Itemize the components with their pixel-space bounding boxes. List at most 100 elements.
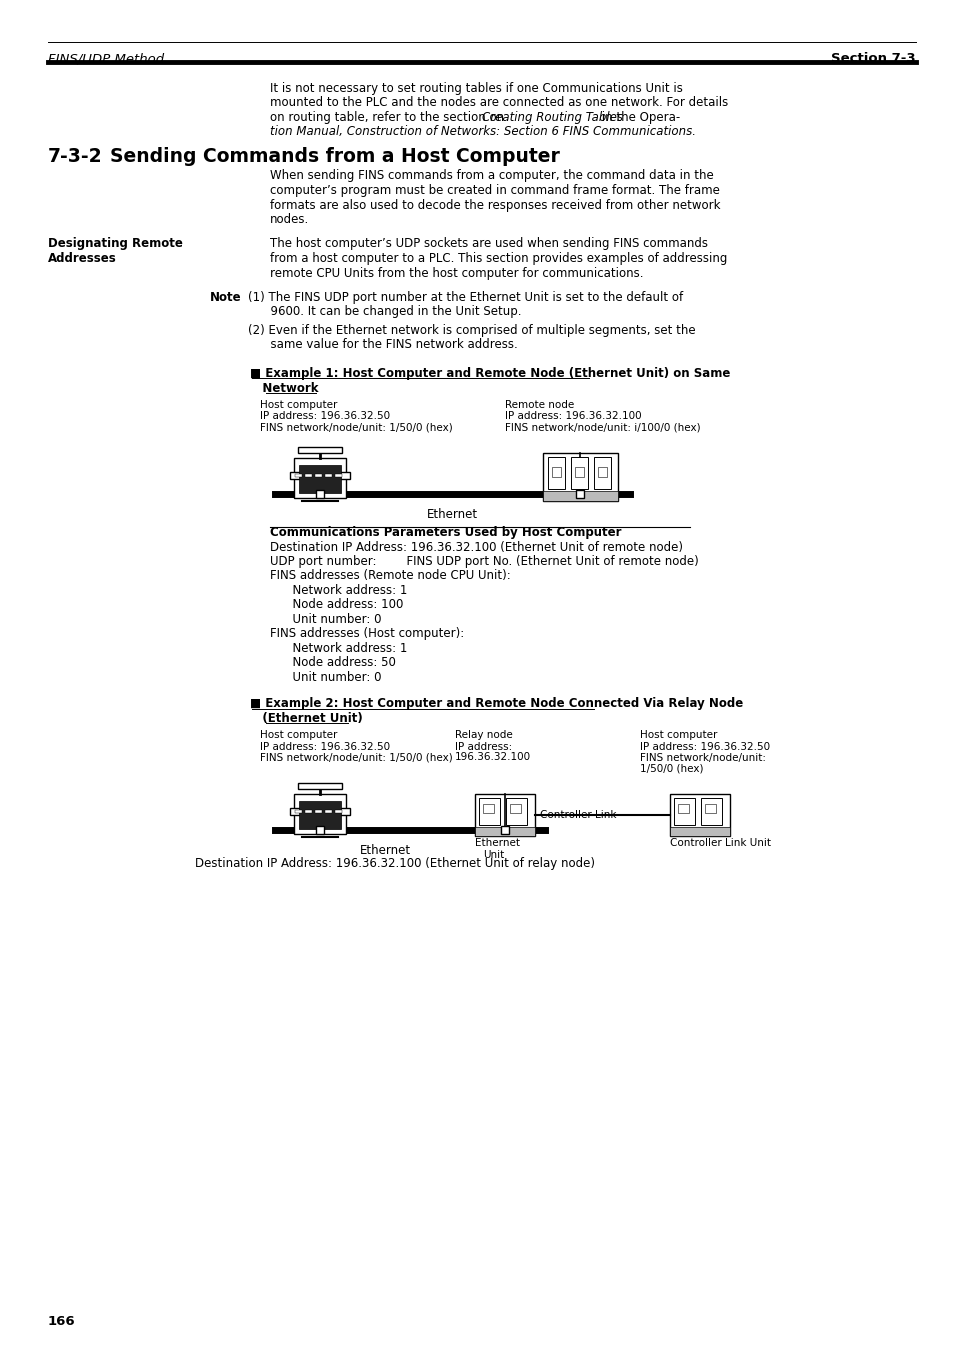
Text: same value for the FINS network address.: same value for the FINS network address. (248, 339, 517, 351)
Text: Ethernet: Ethernet (475, 839, 519, 848)
Bar (294, 458, 346, 499)
Text: FINS/UDP Method: FINS/UDP Method (48, 51, 164, 65)
Bar (542, 453, 618, 501)
Text: Network address: 1: Network address: 1 (270, 642, 407, 655)
Bar (294, 809, 302, 812)
Bar (315, 490, 324, 499)
Bar (298, 801, 340, 828)
Text: Unit number: 0: Unit number: 0 (270, 671, 381, 684)
Text: IP address: 196.36.32.100: IP address: 196.36.32.100 (504, 411, 641, 422)
Bar (305, 809, 312, 812)
Bar (669, 827, 729, 835)
Bar (297, 447, 341, 453)
Bar (297, 782, 341, 789)
Bar (482, 804, 494, 812)
Text: Communications Parameters Used by Host Computer: Communications Parameters Used by Host C… (270, 526, 620, 539)
Text: mounted to the PLC and the nodes are connected as one network. For details: mounted to the PLC and the nodes are con… (270, 96, 727, 109)
Bar (305, 474, 312, 477)
Text: 196.36.32.100: 196.36.32.100 (455, 753, 531, 762)
Bar (335, 474, 341, 477)
Text: Ethernet: Ethernet (359, 843, 411, 857)
Text: Remote node: Remote node (504, 400, 574, 409)
Text: Destination IP Address: 196.36.32.100 (Ethernet Unit of relay node): Destination IP Address: 196.36.32.100 (E… (194, 858, 595, 870)
Text: Host computer: Host computer (639, 731, 717, 740)
Text: Host computer: Host computer (260, 731, 337, 740)
Text: computer’s program must be created in command frame format. The frame: computer’s program must be created in co… (270, 184, 720, 197)
Text: on routing table, refer to the section on: on routing table, refer to the section o… (270, 111, 507, 124)
Text: FINS network/node/unit:: FINS network/node/unit: (639, 753, 765, 762)
Bar (315, 825, 324, 834)
Bar (325, 809, 332, 812)
Bar (475, 827, 535, 835)
Text: FINS addresses (Host computer):: FINS addresses (Host computer): (270, 627, 464, 640)
Bar (547, 457, 564, 489)
Bar (598, 467, 606, 477)
Bar (294, 474, 302, 477)
Text: Network address: 1: Network address: 1 (270, 584, 407, 597)
Text: Unit number: 0: Unit number: 0 (270, 613, 381, 626)
Text: Ethernet: Ethernet (426, 508, 477, 521)
Text: When sending FINS commands from a computer, the command data in the: When sending FINS commands from a comput… (270, 169, 713, 182)
Text: 1/50/0 (hex): 1/50/0 (hex) (639, 763, 702, 774)
Bar (500, 825, 509, 834)
Text: Sending Commands from a Host Computer: Sending Commands from a Host Computer (110, 147, 559, 166)
Text: (2) Even if the Ethernet network is comprised of multiple segments, set the: (2) Even if the Ethernet network is comp… (248, 324, 695, 336)
Text: Unit: Unit (482, 850, 504, 859)
Text: FINS network/node/unit: 1/50/0 (hex): FINS network/node/unit: 1/50/0 (hex) (260, 753, 453, 762)
Text: Designating Remote: Designating Remote (48, 238, 183, 250)
Bar (335, 809, 341, 812)
Text: from a host computer to a PLC. This section provides examples of addressing: from a host computer to a PLC. This sect… (270, 253, 726, 265)
Bar (576, 490, 583, 499)
Bar (700, 797, 721, 824)
Bar (678, 804, 688, 812)
Bar (510, 804, 520, 812)
Text: (Ethernet Unit): (Ethernet Unit) (250, 712, 362, 725)
Bar (542, 490, 618, 501)
Bar (290, 471, 350, 480)
Bar (298, 465, 340, 493)
Text: ■ Example 2: Host Computer and Remote Node Connected Via Relay Node: ■ Example 2: Host Computer and Remote No… (250, 697, 742, 711)
Text: The host computer’s UDP sockets are used when sending FINS commands: The host computer’s UDP sockets are used… (270, 238, 707, 250)
Text: IP address:: IP address: (455, 742, 512, 751)
Text: Node address: 50: Node address: 50 (270, 657, 395, 670)
Text: FINS network/node/unit: 1/50/0 (hex): FINS network/node/unit: 1/50/0 (hex) (260, 422, 453, 432)
Text: Host computer: Host computer (260, 400, 337, 409)
Bar (478, 797, 499, 824)
Text: tion Manual, Construction of Networks: Section 6 FINS Communications.: tion Manual, Construction of Networks: S… (270, 126, 696, 139)
Bar (290, 808, 350, 815)
Bar (505, 797, 526, 824)
Text: Node address: 100: Node address: 100 (270, 598, 403, 612)
Bar (673, 797, 695, 824)
Text: Destination IP Address: 196.36.32.100 (Ethernet Unit of remote node): Destination IP Address: 196.36.32.100 (E… (270, 540, 682, 554)
Bar (594, 457, 610, 489)
Text: It is not necessary to set routing tables if one Communications Unit is: It is not necessary to set routing table… (270, 82, 682, 95)
Bar (552, 467, 560, 477)
Bar (704, 804, 716, 812)
Bar (314, 809, 322, 812)
Text: Section 7-3: Section 7-3 (830, 51, 915, 65)
Text: IP address: 196.36.32.50: IP address: 196.36.32.50 (639, 742, 769, 751)
Text: remote CPU Units from the host computer for communications.: remote CPU Units from the host computer … (270, 266, 643, 280)
Bar (314, 474, 322, 477)
Text: 166: 166 (48, 1315, 75, 1328)
Text: formats are also used to decode the responses received from other network: formats are also used to decode the resp… (270, 199, 720, 212)
Text: Controller Link Unit: Controller Link Unit (669, 839, 770, 848)
Text: Addresses: Addresses (48, 253, 116, 265)
Text: Note: Note (210, 290, 241, 304)
Text: Controller Link: Controller Link (539, 809, 616, 820)
Text: FINS network/node/unit: i/100/0 (hex): FINS network/node/unit: i/100/0 (hex) (504, 422, 700, 432)
Text: Creating Routing Tables: Creating Routing Tables (481, 111, 622, 124)
Text: (1) The FINS UDP port number at the Ethernet Unit is set to the default of: (1) The FINS UDP port number at the Ethe… (248, 290, 682, 304)
Text: ■ Example 1: Host Computer and Remote Node (Ethernet Unit) on Same: ■ Example 1: Host Computer and Remote No… (250, 367, 730, 380)
Text: UDP port number:        FINS UDP port No. (Ethernet Unit of remote node): UDP port number: FINS UDP port No. (Ethe… (270, 555, 698, 567)
Text: IP address: 196.36.32.50: IP address: 196.36.32.50 (260, 411, 390, 422)
Bar (571, 457, 587, 489)
Text: 9600. It can be changed in the Unit Setup.: 9600. It can be changed in the Unit Setu… (248, 305, 521, 319)
Bar (325, 474, 332, 477)
Bar (575, 467, 583, 477)
Text: IP address: 196.36.32.50: IP address: 196.36.32.50 (260, 742, 390, 751)
Text: nodes.: nodes. (270, 213, 309, 226)
Text: 7-3-2: 7-3-2 (48, 147, 103, 166)
Text: Relay node: Relay node (455, 731, 512, 740)
Bar (294, 793, 346, 834)
